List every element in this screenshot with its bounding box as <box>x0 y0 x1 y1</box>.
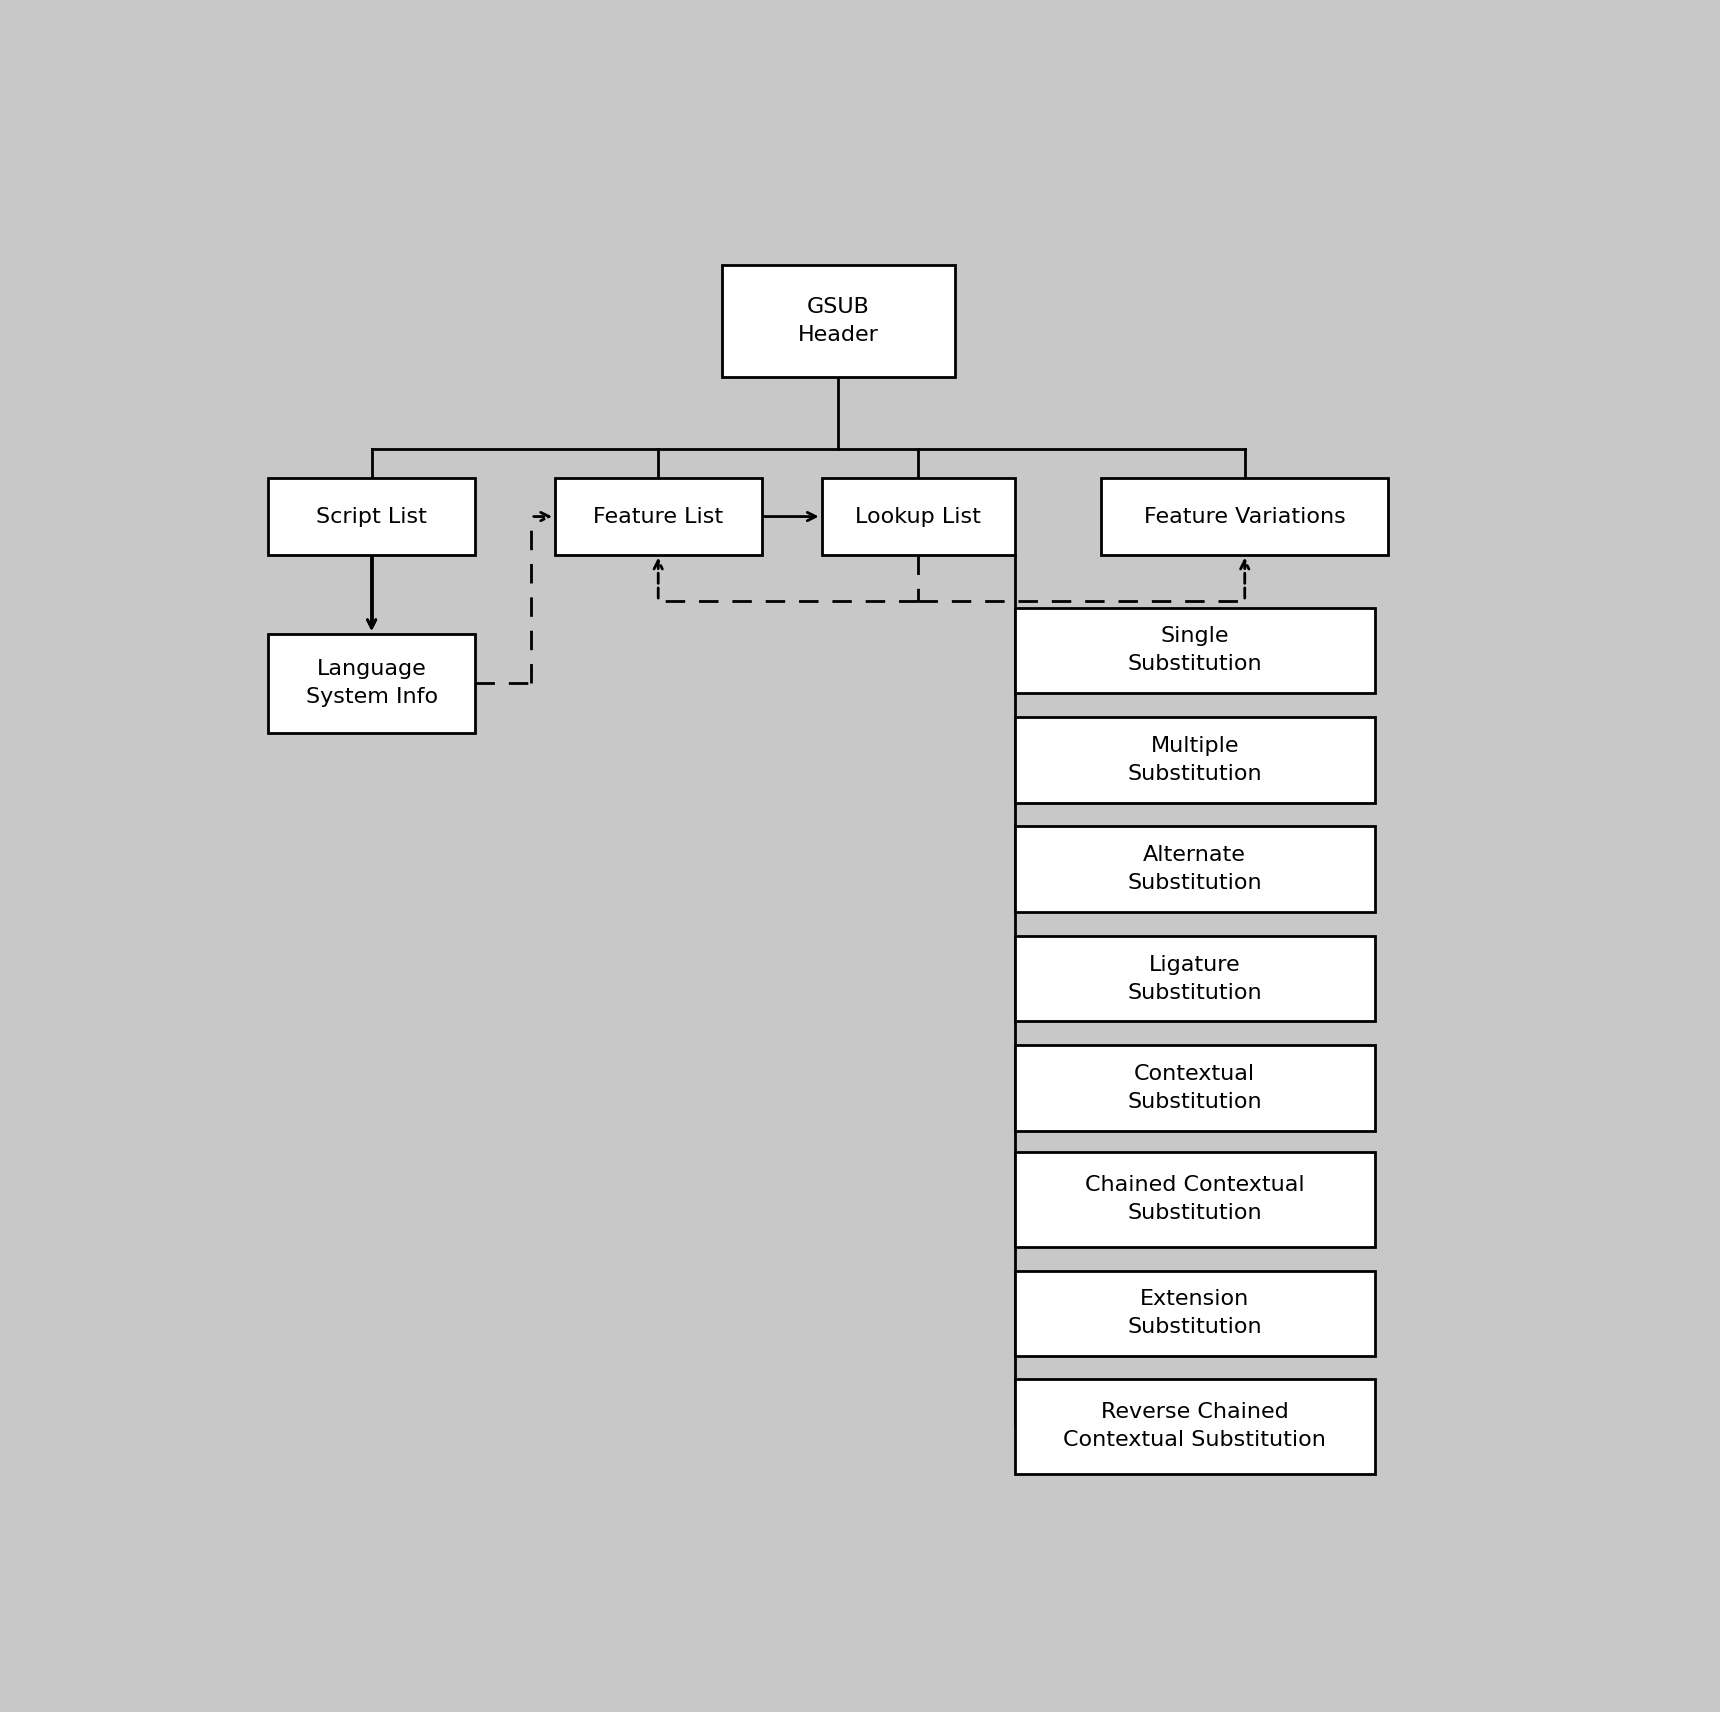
Text: Reverse Chained
Contextual Substitution: Reverse Chained Contextual Substitution <box>1063 1402 1326 1450</box>
Text: Language
System Info: Language System Info <box>306 659 437 707</box>
Text: Lookup List: Lookup List <box>855 507 980 527</box>
FancyBboxPatch shape <box>1015 608 1374 693</box>
FancyBboxPatch shape <box>268 478 475 555</box>
FancyBboxPatch shape <box>1015 1152 1374 1246</box>
FancyBboxPatch shape <box>556 478 762 555</box>
Text: Ligature
Substitution: Ligature Substitution <box>1127 955 1262 1003</box>
Text: Extension
Substitution: Extension Substitution <box>1127 1289 1262 1337</box>
Text: Feature List: Feature List <box>593 507 724 527</box>
Text: Single
Substitution: Single Substitution <box>1127 627 1262 675</box>
FancyBboxPatch shape <box>268 633 475 733</box>
FancyBboxPatch shape <box>1015 717 1374 803</box>
Text: Contextual
Substitution: Contextual Substitution <box>1127 1063 1262 1113</box>
FancyBboxPatch shape <box>1015 1378 1374 1474</box>
FancyBboxPatch shape <box>1015 936 1374 1022</box>
FancyBboxPatch shape <box>722 265 955 377</box>
FancyBboxPatch shape <box>1101 478 1388 555</box>
Text: Multiple
Substitution: Multiple Substitution <box>1127 736 1262 784</box>
Text: Alternate
Substitution: Alternate Substitution <box>1127 846 1262 894</box>
Text: Chained Contextual
Substitution: Chained Contextual Substitution <box>1085 1176 1304 1224</box>
Text: Script List: Script List <box>316 507 427 527</box>
Text: GSUB
Header: GSUB Header <box>798 296 879 344</box>
Text: Feature Variations: Feature Variations <box>1144 507 1345 527</box>
FancyBboxPatch shape <box>1015 1044 1374 1132</box>
FancyBboxPatch shape <box>1015 1270 1374 1356</box>
FancyBboxPatch shape <box>822 478 1015 555</box>
FancyBboxPatch shape <box>1015 827 1374 912</box>
